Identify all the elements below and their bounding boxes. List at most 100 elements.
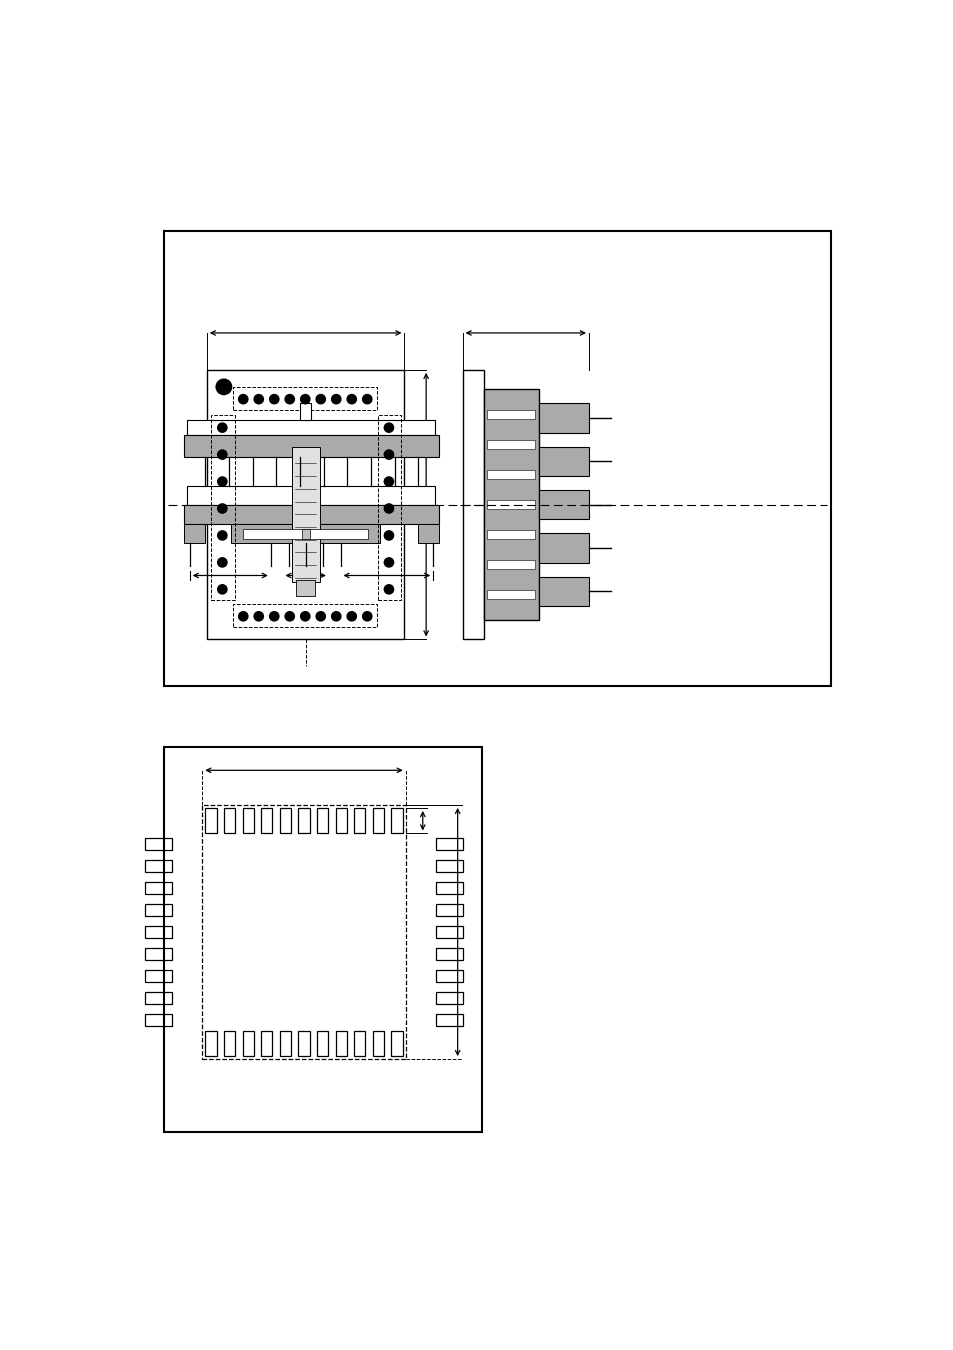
Bar bbox=[436, 904, 462, 917]
Bar bbox=[487, 440, 535, 450]
Bar bbox=[145, 882, 172, 894]
Bar bbox=[462, 370, 484, 640]
Circle shape bbox=[362, 394, 372, 404]
Bar bbox=[242, 809, 253, 833]
Bar bbox=[316, 1030, 328, 1056]
Circle shape bbox=[270, 612, 278, 621]
Bar bbox=[436, 838, 462, 850]
Bar bbox=[537, 576, 588, 606]
Bar bbox=[436, 882, 462, 894]
Bar bbox=[183, 435, 439, 456]
Bar bbox=[417, 524, 439, 543]
Bar bbox=[354, 1030, 365, 1056]
Bar bbox=[487, 470, 535, 479]
Bar bbox=[436, 860, 462, 872]
Bar bbox=[436, 992, 462, 1004]
Circle shape bbox=[238, 612, 248, 621]
Bar bbox=[212, 416, 234, 601]
Circle shape bbox=[332, 612, 340, 621]
Circle shape bbox=[300, 394, 310, 404]
Circle shape bbox=[384, 504, 394, 513]
Bar bbox=[243, 528, 368, 539]
Bar bbox=[164, 231, 830, 686]
Circle shape bbox=[315, 394, 325, 404]
Bar bbox=[335, 809, 347, 833]
Circle shape bbox=[362, 612, 372, 621]
Bar bbox=[145, 948, 172, 960]
Bar bbox=[145, 904, 172, 917]
Bar bbox=[292, 447, 319, 582]
Bar bbox=[436, 948, 462, 960]
Bar bbox=[261, 1030, 273, 1056]
Bar bbox=[487, 500, 535, 509]
Bar bbox=[537, 404, 588, 432]
Bar bbox=[233, 387, 377, 410]
Circle shape bbox=[270, 394, 278, 404]
Circle shape bbox=[384, 477, 394, 486]
Bar bbox=[354, 809, 365, 833]
Bar bbox=[300, 404, 311, 420]
Bar bbox=[145, 860, 172, 872]
Bar bbox=[202, 805, 405, 1058]
Bar bbox=[537, 533, 588, 563]
Bar bbox=[373, 1030, 384, 1056]
Bar bbox=[296, 580, 314, 595]
Bar bbox=[145, 992, 172, 1004]
Circle shape bbox=[285, 612, 294, 621]
Circle shape bbox=[384, 531, 394, 540]
Bar bbox=[484, 389, 537, 620]
Bar bbox=[145, 838, 172, 850]
Bar bbox=[164, 747, 481, 1133]
Circle shape bbox=[217, 585, 227, 594]
Bar bbox=[261, 809, 273, 833]
Circle shape bbox=[347, 612, 356, 621]
Circle shape bbox=[384, 450, 394, 459]
Bar bbox=[487, 560, 535, 570]
Circle shape bbox=[384, 585, 394, 594]
Bar bbox=[537, 490, 588, 520]
Circle shape bbox=[332, 394, 340, 404]
Bar bbox=[279, 1030, 291, 1056]
Bar bbox=[391, 1030, 402, 1056]
Circle shape bbox=[217, 504, 227, 513]
Bar bbox=[373, 809, 384, 833]
Circle shape bbox=[384, 558, 394, 567]
Bar bbox=[145, 1014, 172, 1026]
Bar bbox=[224, 809, 235, 833]
Bar bbox=[436, 1014, 462, 1026]
Bar bbox=[224, 1030, 235, 1056]
Bar bbox=[537, 447, 588, 477]
Bar bbox=[145, 926, 172, 938]
Bar bbox=[436, 969, 462, 981]
Bar bbox=[279, 809, 291, 833]
Bar bbox=[436, 926, 462, 938]
Bar bbox=[205, 809, 216, 833]
Bar bbox=[487, 531, 535, 539]
Bar bbox=[183, 505, 439, 524]
Bar bbox=[377, 416, 401, 601]
Circle shape bbox=[315, 612, 325, 621]
Circle shape bbox=[253, 394, 263, 404]
Bar bbox=[205, 1030, 216, 1056]
Circle shape bbox=[384, 423, 394, 432]
Circle shape bbox=[347, 394, 356, 404]
Circle shape bbox=[216, 379, 232, 394]
Bar bbox=[316, 809, 328, 833]
Circle shape bbox=[300, 612, 310, 621]
Bar bbox=[298, 809, 310, 833]
Bar bbox=[335, 1030, 347, 1056]
Bar bbox=[145, 969, 172, 981]
Circle shape bbox=[285, 394, 294, 404]
Circle shape bbox=[217, 558, 227, 567]
Bar bbox=[487, 410, 535, 420]
Bar bbox=[391, 809, 402, 833]
Bar bbox=[487, 590, 535, 599]
Bar bbox=[187, 420, 435, 435]
Bar bbox=[183, 524, 205, 543]
Bar bbox=[232, 524, 379, 543]
Circle shape bbox=[217, 423, 227, 432]
Circle shape bbox=[253, 612, 263, 621]
Bar bbox=[233, 603, 377, 628]
Bar bbox=[187, 486, 435, 505]
Circle shape bbox=[217, 477, 227, 486]
